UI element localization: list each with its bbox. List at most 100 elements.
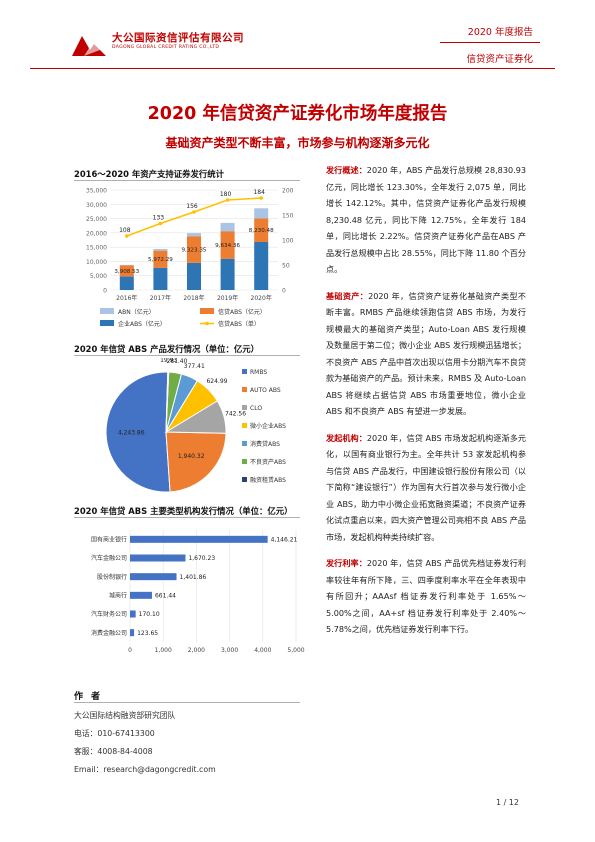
- paragraph-originators: 发起机构：2020 年，信贷 ABS 市场发起机构逐渐多元化，以国有商业银行为主…: [326, 430, 526, 546]
- institution-bar-chart: 0 1,000 2,000 3,000 4,000 5,000 国有商业银行 4,146.21…: [91, 530, 305, 654]
- author-team: 大公国际结构融资部研究团队: [74, 711, 176, 720]
- header-divider: [30, 68, 555, 69]
- bar-data-label: 5,972.29: [148, 257, 173, 263]
- bar-data-label: 170.10: [139, 611, 160, 618]
- overview-keyword: 发行概述：: [326, 165, 367, 175]
- company-name: 大公国际资信评估有限公司: [112, 32, 244, 44]
- bar-data-label: 661.44: [155, 593, 176, 600]
- category-label: 信贷资产证券化: [466, 54, 533, 65]
- credit-abs-bar: [119, 265, 134, 277]
- count-label: 133: [153, 215, 165, 222]
- count-point: [125, 234, 129, 238]
- y2-tick-label: 50: [282, 263, 290, 270]
- dagong-logo-icon: [72, 36, 106, 56]
- count-point: [225, 198, 230, 202]
- bar-data-label: 3,908.53: [114, 269, 139, 275]
- legend-swatch: [242, 369, 247, 374]
- author-underline: [74, 702, 300, 703]
- header-divider-top: [440, 42, 540, 43]
- y-tick-label: 股份制银行: [97, 573, 127, 581]
- institution-bar: [130, 554, 186, 562]
- x-tick-label: 4,000: [254, 647, 271, 654]
- legend-swatch: [100, 320, 114, 326]
- rates-text: 2020 年，信贷 ABS 产品优先档证券发行利率较往年有所下降，三、四季度利率…: [326, 558, 526, 634]
- y-tick-label: 15,000: [86, 245, 107, 252]
- report-title: 2020 年信贷资产证券化市场年度报告: [147, 104, 448, 124]
- legend-label: 信贷ABS（亿元）: [218, 308, 266, 316]
- bar-data-label: 1,670.23: [188, 555, 215, 562]
- y-tick-label: 0: [103, 288, 107, 295]
- pie-data-label: 624.99: [206, 378, 227, 385]
- credit-abs-bar: [153, 250, 168, 268]
- summary-column: 发行概述：2020 年，ABS 产品发行总规模 28,830.93 亿元，同比增…: [326, 162, 526, 648]
- author-phone: 电话：010-67413300: [74, 729, 155, 738]
- x-tick-label: 0: [128, 647, 132, 654]
- enterprise-abs-bar: [220, 258, 235, 290]
- credit-abs-bar: [187, 236, 201, 263]
- x-tick-label: 2,000: [188, 647, 205, 654]
- legend-label: ABN（亿元）: [118, 308, 155, 316]
- y-tick-label: 35,000: [86, 188, 107, 195]
- author-heading: 作者: [74, 692, 109, 702]
- y-tick-label: 汽车财务公司: [91, 610, 127, 618]
- enterprise-abs-bar: [187, 262, 201, 290]
- legend-label: 企业ABS（亿元）: [118, 320, 166, 328]
- count-point: [158, 221, 163, 226]
- bar-data-label: 9,634.36: [215, 243, 240, 249]
- product-pie-chart: 4,243.86 1,940.32 742.56 624.99 377.41281.40…: [105, 358, 286, 493]
- company-english-name: DAGONG GLOBAL CREDIT RATING CO.,LTD: [112, 45, 220, 50]
- report-type-label: 2020 年度报告: [467, 27, 533, 38]
- rates-keyword: 发行利率：: [326, 558, 367, 568]
- count-label: 180: [220, 191, 232, 198]
- pie-slice: [165, 431, 227, 493]
- legend-swatch: [242, 477, 247, 482]
- x-tick-label: 2019年: [217, 294, 238, 302]
- y2-tick-label: 150: [282, 213, 294, 220]
- x-tick-label: 2016年: [116, 294, 137, 302]
- x-tick-label: 2020年: [251, 294, 272, 302]
- count-label: 156: [186, 203, 198, 210]
- y-tick-label: 10,000: [86, 259, 107, 266]
- author-email[interactable]: Email：research@dagongcredit.com: [74, 765, 216, 774]
- pie-slice: [165, 371, 170, 433]
- legend-label: 信贷ABS（单）: [218, 320, 260, 328]
- chart2-title-underline: [74, 355, 300, 356]
- x-tick-label: 1,000: [155, 647, 172, 654]
- overview-text: 2020 年，ABS 产品发行总规模 28,830.93 亿元，同比增长 123…: [326, 165, 526, 274]
- chart1-title: 2016～2020 年资产支持证券发行统计: [74, 169, 225, 179]
- assets-keyword: 基础资产：: [326, 290, 369, 301]
- page-number: 1 / 12: [495, 798, 519, 807]
- y-tick-label: 20,000: [86, 230, 107, 237]
- bar-data-label: 1,401.86: [180, 574, 207, 581]
- institution-bar: [130, 610, 136, 618]
- pie-data-label: 742.56: [225, 410, 246, 417]
- pie-data-label: 281.40: [166, 358, 187, 365]
- x-tick-label: 2017年: [150, 294, 171, 302]
- assets-text: 2020 年，信贷资产证券化基础资产类型不断丰富。RMBS 产品继续领跑信贷 A…: [326, 290, 526, 417]
- legend-swatch: [242, 387, 247, 392]
- pie-data-label: 19.93: [160, 358, 177, 364]
- legend-label: 不良资产ABS: [250, 458, 286, 466]
- chart3-title: 2020 年信贷 ABS 主要类型机构发行情况（单位：亿元）: [74, 506, 293, 516]
- x-tick-label: 5,000: [287, 647, 304, 654]
- institution-bar: [130, 591, 152, 599]
- chart3-title-underline: [74, 517, 300, 518]
- bar-data-label: 8,230.48: [249, 228, 274, 234]
- paragraph-rates: 发行利率：2020 年，信贷 ABS 产品优先档证券发行利率较往年有所下降，三、…: [326, 555, 526, 638]
- legend-label: RMBS: [250, 369, 267, 376]
- paragraph-assets: 基础资产：2020 年，信贷资产证券化基础资产类型不断丰富。RMBS 产品继续领…: [326, 288, 526, 420]
- legend-swatch: [200, 308, 214, 314]
- bar-data-label: 9,323.35: [182, 248, 207, 254]
- legend-label: AUTO ABS: [250, 387, 281, 394]
- legend-swatch: [242, 405, 247, 410]
- pie-data-label: 4,243.86: [118, 430, 145, 437]
- y2-tick-label: 200: [282, 188, 294, 195]
- author-service: 客服：4008-84-4008: [74, 747, 153, 756]
- abn-bar: [254, 208, 269, 219]
- y-tick-label: 5,000: [90, 273, 107, 280]
- count-point: [259, 196, 263, 200]
- y-tick-label: 消费金融公司: [91, 629, 127, 637]
- originators-keyword: 发起机构：: [326, 432, 367, 443]
- chart1-title-underline: [74, 180, 300, 181]
- count-point: [192, 210, 196, 214]
